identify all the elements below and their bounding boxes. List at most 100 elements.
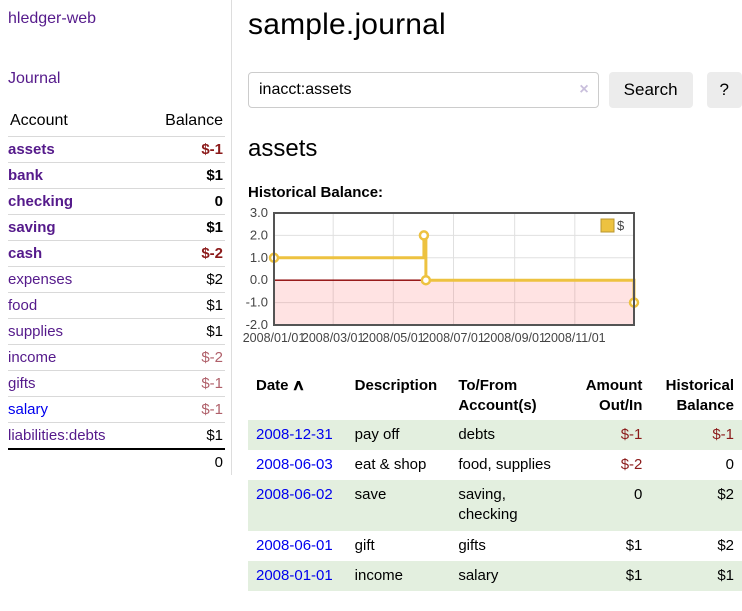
account-row: gifts $-1 — [8, 370, 225, 397]
cell-date: 2008-12-31 — [248, 420, 347, 450]
y-tick-label: 3.0 — [250, 205, 268, 220]
account-row: checking 0 — [8, 188, 225, 215]
sidebar-account-assets[interactable]: assets — [8, 141, 55, 158]
account-balance: $-2 — [140, 240, 225, 267]
sidebar: hledger-web Journal Account Balance asse… — [0, 0, 232, 475]
register-col-amount-out-in: Amount Out/In — [585, 377, 643, 415]
transaction-date-link[interactable]: 2008-06-01 — [256, 536, 333, 554]
cell-historical-balance: $-1 — [712, 425, 734, 443]
register-row: 2008-06-02 save saving, checking 0 $2 — [248, 480, 742, 531]
y-tick-label: -2.0 — [246, 317, 268, 332]
page-title: sample.journal — [248, 8, 446, 41]
accounts-total-value: 0 — [140, 448, 225, 475]
cell-accounts: gifts — [458, 536, 486, 554]
account-balance: 0 — [140, 188, 225, 215]
cell-description: income — [354, 566, 403, 584]
account-balance: $-1 — [140, 136, 225, 163]
transaction-date-link[interactable]: 2008-06-02 — [256, 486, 333, 503]
sidebar-account-income[interactable]: income — [8, 349, 57, 366]
sidebar-item-journal[interactable]: Journal — [8, 70, 61, 87]
sidebar-account-checking[interactable]: checking — [8, 193, 74, 210]
y-tick-label: 1.0 — [250, 250, 268, 265]
sort-ascending-icon[interactable]: ∧ — [291, 377, 305, 394]
y-tick-label: 2.0 — [250, 227, 268, 242]
account-balance: $1 — [140, 292, 225, 319]
register-body: 2008-12-31 pay off debts $-1 $-1 2008-06-03 ea… — [248, 419, 742, 591]
help-button[interactable]: ? — [706, 72, 742, 108]
account-balance: $2 — [140, 266, 225, 293]
account-row: supplies $1 — [8, 318, 225, 345]
chart-title: Historical Balance: — [248, 184, 384, 201]
cell-historical-balance: $2 — [717, 536, 734, 554]
sidebar-account-salary[interactable]: salary — [8, 401, 49, 418]
sidebar-account-food[interactable]: food — [8, 297, 38, 314]
register-table: Date ∧ Description To/From Account(s) Amount… — [248, 373, 742, 591]
cell-amount: $-2 — [620, 455, 643, 473]
legend-swatch — [600, 218, 615, 233]
account-balance: $1 — [140, 214, 225, 241]
cell-date: 2008-01-01 — [248, 561, 347, 591]
cell-description: save — [354, 486, 387, 503]
account-heading: assets — [248, 135, 318, 162]
clear-search-icon[interactable]: × — [579, 81, 589, 98]
x-tick-label: 2008/03/01 — [302, 331, 365, 345]
register-row: 2008-06-03 eat & shop food, supplies $-2 0 — [248, 450, 742, 480]
negative-region — [274, 280, 634, 325]
cell-date: 2008-06-02 — [248, 480, 347, 531]
cell-historical-balance: 0 — [725, 455, 734, 473]
account-balance: $-1 — [140, 396, 225, 423]
sidebar-account-expenses[interactable]: expenses — [8, 271, 73, 288]
sidebar-account-gifts[interactable]: gifts — [8, 375, 36, 392]
cell-accounts: debts — [458, 425, 496, 443]
accounts-col-balance: Balance — [165, 112, 223, 129]
data-point-marker — [420, 274, 432, 286]
transaction-date-link[interactable]: 2008-01-01 — [256, 566, 333, 584]
search-input-wrap: × — [248, 72, 599, 108]
cell-amount: $1 — [625, 536, 643, 554]
sidebar-account-saving[interactable]: saving — [8, 219, 56, 236]
x-tick-label: 2008/11/01 — [544, 331, 606, 345]
search-form: × Search ? — [248, 72, 742, 108]
transaction-date-link[interactable]: 2008-12-31 — [256, 425, 333, 443]
accounts-total-spacer — [8, 448, 141, 475]
account-row: liabilities:debts $1 — [8, 422, 225, 449]
cell-accounts: salary — [458, 566, 499, 584]
register-row: 2008-01-01 income salary $1 $1 — [248, 560, 742, 591]
register-row: 2008-06-01 gift gifts $1 $2 — [248, 531, 742, 561]
sidebar-account-cash[interactable]: cash — [8, 245, 43, 262]
account-row: salary $-1 — [8, 396, 225, 423]
search-input[interactable] — [248, 72, 599, 108]
brand-link[interactable]: hledger-web — [8, 10, 97, 27]
sidebar-account-bank[interactable]: bank — [8, 167, 44, 184]
register-col-historical-balance: Historical Balance — [665, 377, 734, 415]
register-col-to-from-account-s-: To/From Account(s) — [458, 377, 537, 415]
account-balance: $-2 — [140, 344, 225, 371]
cell-accounts: saving, checking — [458, 486, 518, 524]
y-tick-label: 0.0 — [250, 272, 268, 287]
account-balance: $1 — [140, 318, 225, 345]
cell-description: eat & shop — [354, 455, 427, 473]
historical-balance-chart: $3.0 2.0 1.0 0.0 -1.0 -2.0 2008/01/01 2008/03/0… — [243, 205, 648, 349]
legend-label: $ — [617, 218, 625, 233]
transaction-date-link[interactable]: 2008-06-03 — [256, 455, 333, 473]
cell-date: 2008-06-01 — [248, 531, 347, 561]
account-row: food $1 — [8, 292, 225, 319]
cell-historical-balance: $1 — [717, 566, 734, 584]
sidebar-account-supplies[interactable]: supplies — [8, 323, 64, 340]
sidebar-account-liabilities-debts[interactable]: liabilities:debts — [8, 427, 106, 444]
cell-description: pay off — [354, 425, 400, 443]
register-col-date[interactable]: Date ∧ — [248, 373, 347, 420]
data-point-marker — [418, 230, 430, 241]
x-tick-label: 2008/05/01 — [362, 331, 425, 345]
register-row: 2008-12-31 pay off debts $-1 $-1 — [248, 419, 742, 450]
search-button[interactable]: Search — [608, 72, 693, 108]
account-balance: $1 — [140, 162, 225, 189]
account-row: income $-2 — [8, 344, 225, 371]
account-row: assets $-1 — [8, 136, 225, 163]
x-tick-label: 2008/09/01 — [483, 331, 546, 345]
register-head: Date ∧ Description To/From Account(s) Amount… — [248, 373, 742, 420]
cell-amount: $-1 — [620, 425, 643, 443]
account-row: bank $1 — [8, 162, 225, 189]
cell-amount: $1 — [625, 566, 643, 584]
